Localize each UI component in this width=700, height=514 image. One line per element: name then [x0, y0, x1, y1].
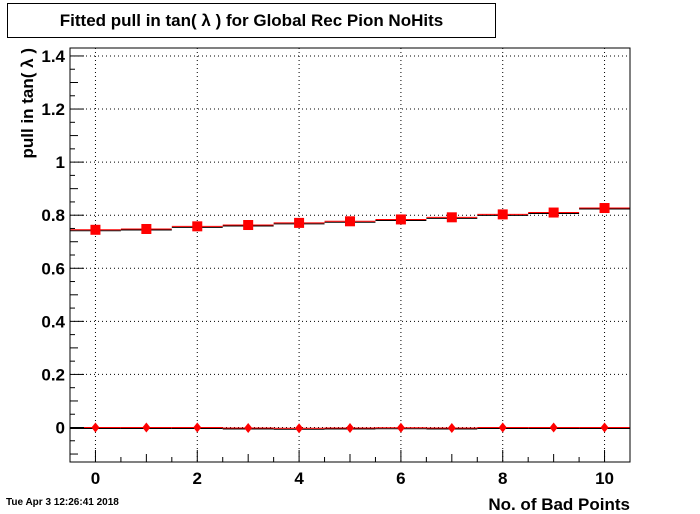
- data-point-square: [395, 214, 406, 225]
- data-point-diamond: [193, 422, 202, 433]
- tick-labels: 0 2 4 6 8 10 0 0.2 0.4 0.6 0.8 1 1.2 1.4: [41, 47, 614, 488]
- series-lines: [70, 207, 630, 430]
- y-tick-label: 0.4: [41, 312, 65, 331]
- data-point-diamond: [396, 422, 405, 433]
- data-point-square: [548, 207, 559, 218]
- x-tick-label: 0: [91, 469, 100, 488]
- y-tick-label: 1: [56, 153, 65, 172]
- y-tick-label: 0.6: [41, 259, 65, 278]
- data-point-square: [497, 209, 508, 220]
- data-point-diamond: [295, 423, 304, 434]
- data-point-diamond: [549, 422, 558, 433]
- y-tick-label: 1.4: [41, 47, 65, 66]
- data-point-square: [141, 223, 152, 234]
- x-tick-label: 6: [396, 469, 405, 488]
- grid-lines: [70, 48, 630, 462]
- timestamp: Tue Apr 3 12:26:41 2018: [6, 497, 119, 508]
- y-tick-label: 0.2: [41, 365, 65, 384]
- y-tick-label: 0: [56, 419, 65, 438]
- axes: [69, 47, 631, 463]
- data-point-square: [90, 224, 101, 235]
- data-point-square: [294, 217, 305, 228]
- x-tick-label: 8: [498, 469, 507, 488]
- x-tick-label: 10: [595, 469, 614, 488]
- y-tick-label: 1.2: [41, 100, 65, 119]
- chart-title: Fitted pull in tan( λ ) for Global Rec P…: [7, 3, 496, 38]
- data-point-diamond: [600, 422, 609, 433]
- data-point-square: [192, 221, 203, 232]
- y-tick-label: 0.8: [41, 206, 65, 225]
- data-point-diamond: [346, 423, 354, 434]
- x-tick-label: 2: [193, 469, 202, 488]
- data-point-square: [446, 212, 457, 223]
- data-point-diamond: [244, 423, 253, 434]
- y-axis-label: pull in tan( λ ): [18, 48, 37, 159]
- data-markers: [90, 203, 610, 434]
- data-point-diamond: [498, 422, 507, 433]
- x-axis-label: No. of Bad Points: [488, 495, 630, 514]
- data-point-square: [599, 203, 610, 214]
- plot-frame: [69, 47, 631, 463]
- data-point-square: [243, 220, 254, 231]
- x-tick-label: 4: [294, 469, 304, 488]
- data-point-diamond: [447, 423, 456, 434]
- data-point-diamond: [142, 422, 151, 433]
- data-point-diamond: [91, 422, 100, 433]
- data-point-square: [345, 216, 355, 227]
